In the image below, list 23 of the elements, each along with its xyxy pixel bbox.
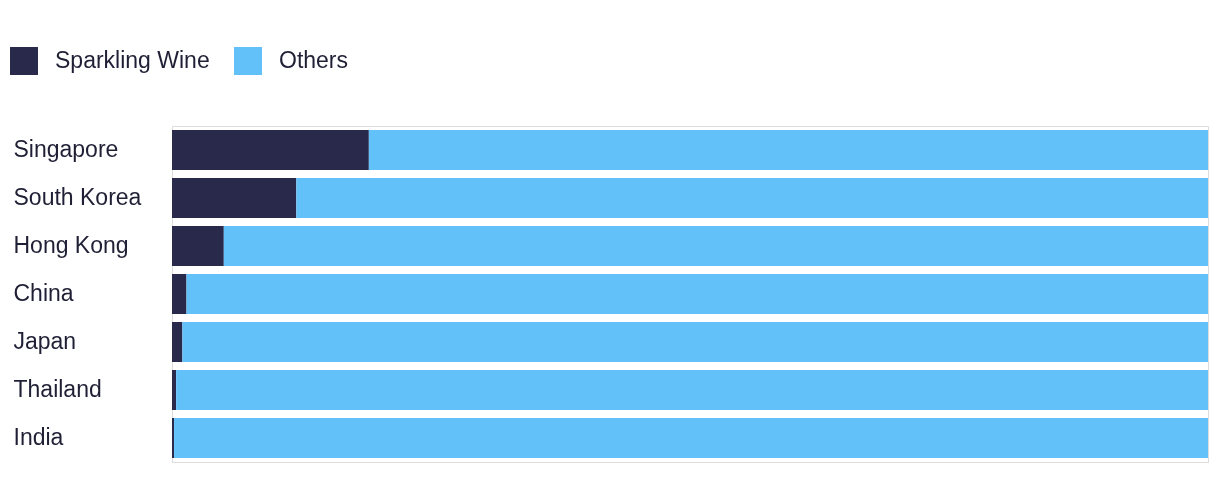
bar: [296, 178, 1208, 218]
bar: [172, 274, 187, 314]
y-tick-label: China: [13, 280, 74, 306]
legend-label: Sparkling Wine: [55, 47, 210, 73]
y-tick-label: Japan: [13, 328, 77, 354]
bar: [172, 226, 224, 266]
bar: [172, 130, 369, 170]
y-tick-label: India: [13, 424, 64, 450]
bar: [172, 418, 175, 458]
bar: [172, 322, 183, 362]
bar: [368, 130, 1208, 170]
legend-label: Others: [279, 47, 349, 73]
y-tick-label: Singapore: [13, 136, 119, 162]
bar: [174, 418, 1208, 458]
bar: [182, 322, 1208, 362]
y-tick-label: South Korea: [13, 184, 142, 210]
bar: [176, 370, 1208, 410]
bar: [223, 226, 1208, 266]
bar: [172, 370, 177, 410]
y-tick-label: Hong Kong: [13, 232, 129, 258]
y-tick-label: Thailand: [13, 376, 102, 402]
bar: [186, 274, 1208, 314]
bar: [172, 178, 297, 218]
